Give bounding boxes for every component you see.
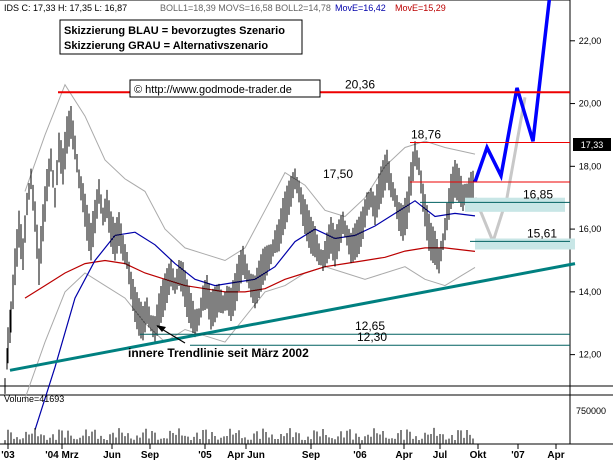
y-tick-label: 18,00 bbox=[579, 161, 602, 171]
ema-slow-line bbox=[24, 247, 476, 299]
x-tick-label: Jul bbox=[433, 450, 448, 461]
level-label: 20,36 bbox=[345, 77, 375, 91]
scenario-gray-path bbox=[473, 97, 527, 246]
x-tick-label: Sep bbox=[141, 450, 159, 461]
level-label: 18,76 bbox=[411, 127, 441, 141]
y-tick-label: 22,00 bbox=[579, 36, 602, 46]
volume-tick: 750000 bbox=[576, 406, 606, 416]
x-tick-label: Apr Jun bbox=[227, 450, 265, 461]
scenario-legend-box bbox=[59, 19, 303, 55]
y-tick-label: 16,00 bbox=[579, 224, 602, 234]
trendline-arrow-head bbox=[156, 325, 166, 332]
target-zone bbox=[475, 238, 575, 250]
trendline-label: innere Trendlinie seit März 2002 bbox=[128, 346, 309, 360]
x-tick-label: '05 bbox=[198, 450, 212, 461]
x-tick-label: Apr bbox=[395, 450, 412, 461]
copyright-box bbox=[129, 79, 321, 98]
y-tick-label: 20,00 bbox=[579, 99, 602, 109]
x-tick-label: '03 bbox=[1, 450, 15, 461]
target-zone bbox=[465, 197, 565, 212]
trendline-arrow-shaft bbox=[159, 327, 186, 344]
last-price-label: 17,33 bbox=[581, 140, 604, 150]
inner-trendline bbox=[9, 262, 576, 372]
level-label: 16,85 bbox=[523, 187, 553, 201]
x-tick-label: Apr bbox=[547, 450, 564, 461]
x-tick-label: Jun bbox=[103, 450, 121, 461]
quote-text: IDS C: 17,33 H: 17,35 L: 16,87 bbox=[4, 3, 127, 13]
bands-text: BOLL1=18,39 MOVS=16,58 BOLL2=14,78 bbox=[160, 3, 331, 13]
scenario-blue-path bbox=[473, 0, 552, 183]
x-tick-label: '07 bbox=[511, 450, 525, 461]
y-tick-label: 12,00 bbox=[579, 350, 602, 360]
ema-fast-text: MovE=16,42 bbox=[335, 3, 386, 13]
bollinger-lower-line bbox=[24, 266, 476, 399]
last-price-tag bbox=[573, 138, 611, 151]
level-label: 17,50 bbox=[323, 167, 353, 181]
bollinger-upper-line bbox=[24, 83, 476, 262]
ema-slow-text: MovE=15,29 bbox=[395, 3, 446, 13]
level-label: 12,65 bbox=[355, 319, 385, 333]
y-tick-label: 14,00 bbox=[579, 287, 602, 297]
level-label: 15,61 bbox=[527, 226, 557, 240]
x-tick-label: Sep bbox=[302, 450, 320, 461]
legend-line-gray: Skizzierung GRAU = Alternativszenario bbox=[64, 40, 268, 52]
copyright-text: © http://www.godmode-trader.de bbox=[134, 84, 292, 96]
x-tick-label: Okt bbox=[470, 450, 487, 461]
legend-line-blue: Skizzierung BLAU = bevorzugtes Szenario bbox=[64, 25, 285, 37]
level-label: 12,30 bbox=[357, 330, 387, 344]
volume-label: Volume=41693 bbox=[4, 394, 64, 404]
x-tick-label: '04 Mrz bbox=[45, 450, 79, 461]
x-tick-label: '06 bbox=[353, 450, 367, 461]
